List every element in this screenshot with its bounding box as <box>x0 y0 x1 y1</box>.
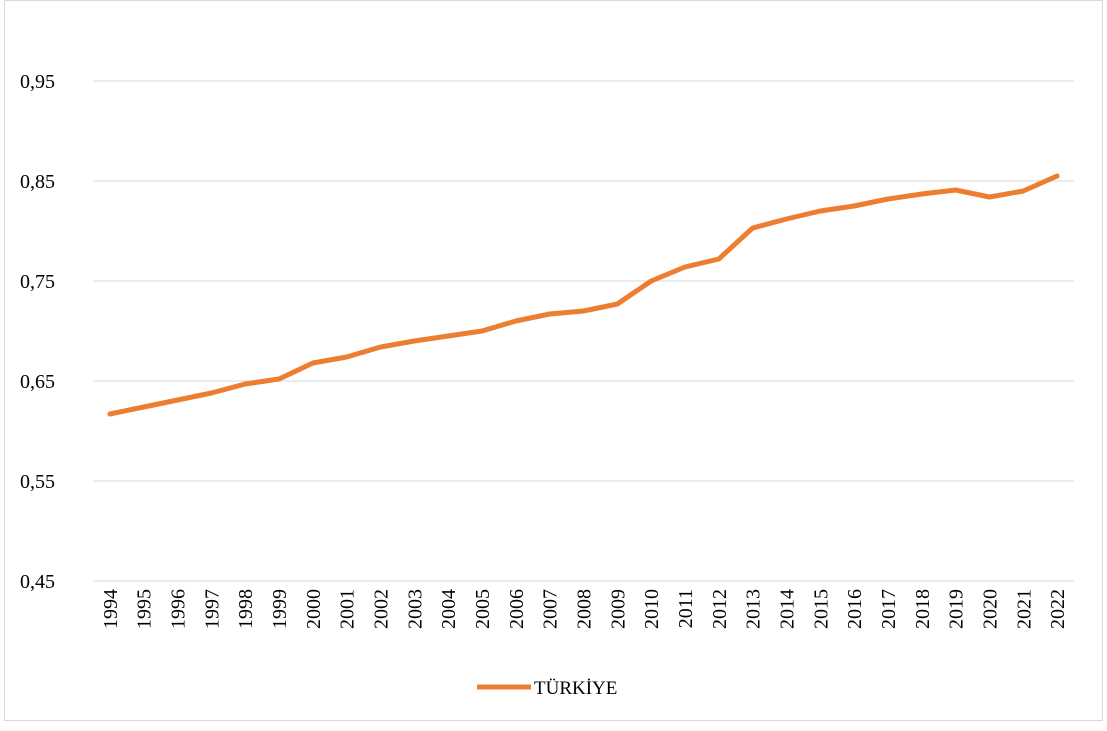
x-tick-label: 2009 <box>607 589 629 629</box>
x-tick-label: 1998 <box>235 589 257 629</box>
y-tick-label: 0,65 <box>20 371 55 393</box>
x-tick-label: 2018 <box>912 589 934 629</box>
x-tick-label: 2003 <box>404 589 426 629</box>
y-tick-label: 0,75 <box>20 271 55 293</box>
x-tick-label: 2006 <box>506 589 528 629</box>
x-tick-label: 1997 <box>201 589 223 629</box>
y-tick-label: 0,95 <box>20 71 55 93</box>
x-tick-label: 1999 <box>269 589 291 629</box>
x-tick-label: 2021 <box>1013 589 1035 629</box>
x-tick-label: 2012 <box>709 589 731 629</box>
y-tick-label: 0,45 <box>20 571 55 593</box>
x-tick-label: 2016 <box>844 589 866 629</box>
x-tick-label: 1995 <box>134 589 156 629</box>
x-tick-label: 2014 <box>776 589 798 629</box>
x-tick-label: 2000 <box>303 589 325 629</box>
x-tick-label: 2011 <box>675 589 697 628</box>
x-tick-label: 2015 <box>810 589 832 629</box>
legend-label: TÜRKİYE <box>534 678 617 699</box>
x-tick-label: 2002 <box>371 589 393 629</box>
x-tick-label: 2010 <box>641 589 663 629</box>
x-tick-label: 1994 <box>100 589 122 629</box>
x-tick-label: 2013 <box>743 589 765 629</box>
x-tick-label: 2022 <box>1047 589 1069 629</box>
x-tick-label: 2019 <box>946 589 968 629</box>
x-tick-label: 2001 <box>337 589 359 629</box>
y-tick-label: 0,55 <box>20 471 55 493</box>
x-tick-label: 2005 <box>472 589 494 629</box>
data-line <box>107 173 1060 417</box>
x-tick-label: 2020 <box>979 589 1001 629</box>
x-tick-label: 2008 <box>574 589 596 629</box>
y-tick-label: 0,85 <box>20 171 55 193</box>
x-tick-label: 2007 <box>540 589 562 629</box>
x-tick-label: 2017 <box>878 589 900 629</box>
chart-border <box>4 0 1103 721</box>
x-tick-label: 2004 <box>438 589 460 629</box>
x-tick-label: 1996 <box>168 589 190 629</box>
